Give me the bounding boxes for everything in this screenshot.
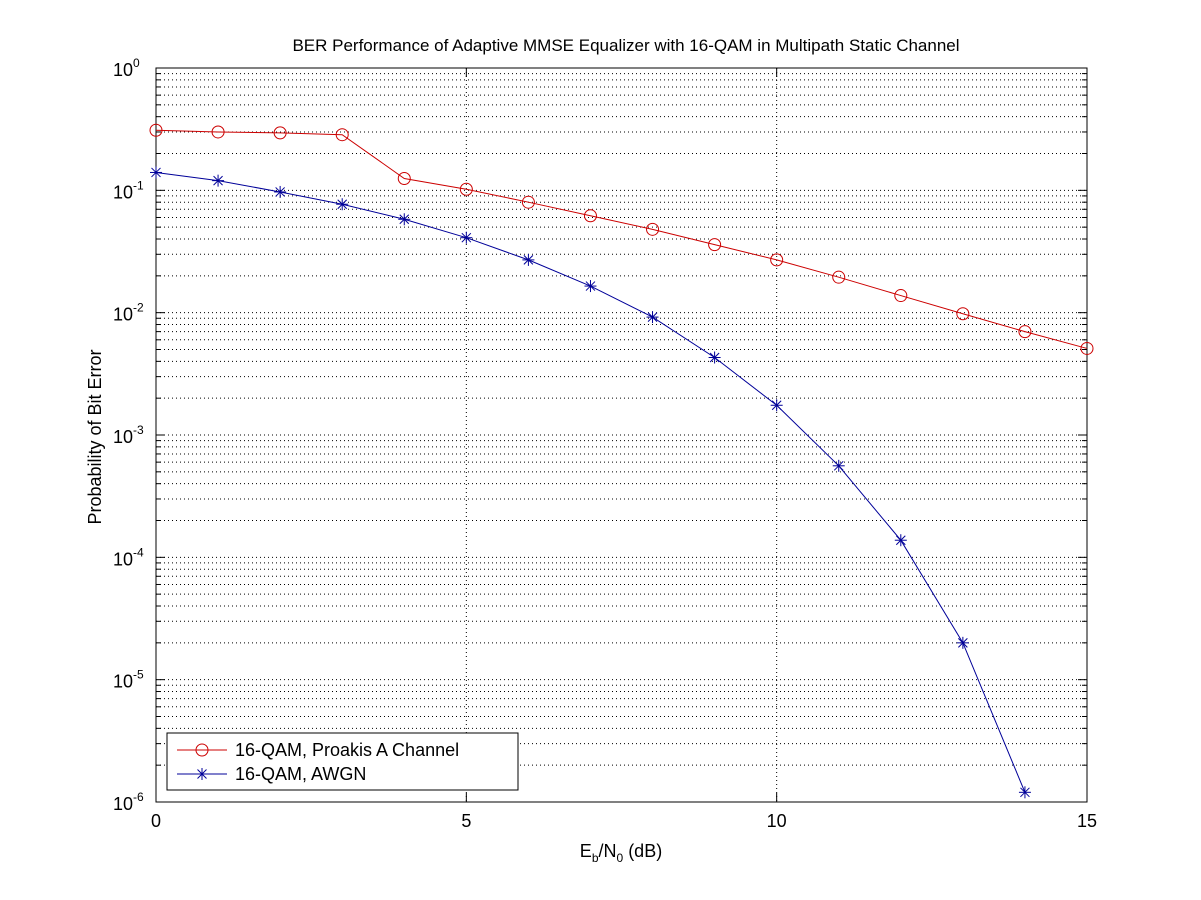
asterisk-stroke: [1020, 787, 1030, 798]
y-tick-label: 10-4: [113, 545, 144, 569]
series-layer: [149, 123, 1094, 799]
data-point-circle: [211, 125, 225, 139]
legend-label-0: 16-QAM, Proakis A Channel: [235, 740, 459, 760]
data-point-circle: [894, 289, 908, 303]
data-point-asterisk: [894, 534, 907, 547]
y-tick-base: 10: [113, 60, 133, 80]
x-tick-label: 5: [461, 811, 471, 831]
data-point-circle: [195, 743, 209, 757]
y-tick-label: 10-5: [113, 668, 144, 692]
data-point-asterisk: [956, 636, 969, 649]
data-point-circle: [956, 307, 970, 321]
data-point-asterisk: [832, 459, 845, 472]
y-tick-base: 10: [113, 549, 133, 569]
y-axis-label: Probability of Bit Error: [85, 349, 105, 524]
asterisk-stroke: [197, 769, 207, 779]
y-tick-base: 10: [113, 182, 133, 202]
data-point-circle: [708, 238, 722, 252]
data-point-circle: [335, 128, 349, 142]
data-point-circle: [770, 253, 784, 267]
data-point-circle: [459, 182, 473, 196]
x-tick-label: 10: [767, 811, 787, 831]
x-axis-label-mid: /N: [599, 841, 617, 861]
y-tick-label: 10-2: [113, 301, 144, 325]
y-tick-exponent: -1: [133, 178, 144, 192]
data-point-circle: [1080, 341, 1094, 355]
data-point-circle: [1018, 325, 1032, 339]
data-point-asterisk: [196, 768, 208, 780]
x-axis-label-sub2: 0: [617, 851, 624, 865]
data-point-circle: [583, 209, 597, 223]
data-point-asterisk: [584, 280, 597, 293]
y-tick-base: 10: [113, 794, 133, 814]
asterisk-stroke: [833, 460, 844, 471]
series-0: [149, 123, 1094, 355]
y-tick-exponent: -4: [133, 545, 144, 559]
asterisk-stroke: [337, 199, 348, 210]
asterisk-stroke: [399, 214, 410, 225]
legend-box: [166, 732, 519, 791]
y-tick-exponent: -6: [133, 790, 144, 804]
asterisk-stroke: [213, 175, 223, 186]
asterisk-stroke: [461, 232, 472, 243]
asterisk-stroke: [275, 187, 285, 197]
data-point-asterisk: [336, 198, 349, 211]
data-point-circle: [646, 222, 660, 236]
data-point-asterisk: [770, 399, 783, 412]
asterisk-stroke: [585, 281, 596, 291]
data-point-asterisk: [398, 213, 411, 226]
y-tick-exponent: -2: [133, 301, 144, 315]
legend-label-1: 16-QAM, AWGN: [235, 764, 366, 784]
asterisk-stroke: [709, 352, 720, 363]
y-tick-exponent: -5: [133, 668, 144, 682]
y-tick-label: 10-1: [113, 178, 144, 202]
data-point-circle: [832, 270, 846, 284]
y-tick-base: 10: [113, 305, 133, 325]
y-tick-label: 100: [113, 56, 140, 80]
data-point-circle: [149, 123, 163, 137]
asterisk-stroke: [895, 535, 906, 546]
chart-title: BER Performance of Adaptive MMSE Equaliz…: [292, 36, 959, 55]
data-point-asterisk: [646, 311, 659, 324]
x-axis-label-tail: (dB): [623, 841, 662, 861]
data-point-circle: [273, 126, 287, 140]
data-point-asterisk: [274, 185, 287, 198]
y-tick-label: 10-6: [113, 790, 144, 814]
x-axis-label-main: E: [580, 841, 592, 861]
data-point-asterisk: [708, 351, 721, 364]
x-axis-label: Eb/N0 (dB): [580, 841, 662, 865]
y-tick-base: 10: [113, 672, 133, 692]
asterisk-stroke: [647, 312, 658, 322]
data-point-asterisk: [522, 253, 535, 266]
asterisk-stroke: [771, 400, 782, 411]
asterisk-stroke: [958, 637, 968, 648]
x-tick-label: 0: [151, 811, 161, 831]
data-point-asterisk: [1018, 786, 1031, 799]
y-tick-exponent: -3: [133, 423, 144, 437]
x-axis-label-sub1: b: [592, 851, 599, 865]
data-point-asterisk: [460, 231, 473, 244]
data-point-asterisk: [150, 166, 162, 179]
data-point-circle: [397, 171, 411, 185]
series-line-0: [155, 129, 1088, 349]
series-1: [150, 166, 1031, 799]
asterisk-stroke: [151, 167, 161, 178]
data-point-asterisk: [212, 174, 225, 187]
x-tick-label: 15: [1077, 811, 1097, 831]
y-tick-label: 10-3: [113, 423, 144, 447]
data-point-circle: [521, 195, 535, 209]
legend: 16-QAM, Proakis A Channel 16-QAM, AWGN: [166, 732, 519, 791]
y-tick-base: 10: [113, 427, 133, 447]
y-tick-exponent: 0: [133, 56, 140, 70]
asterisk-stroke: [523, 255, 534, 265]
